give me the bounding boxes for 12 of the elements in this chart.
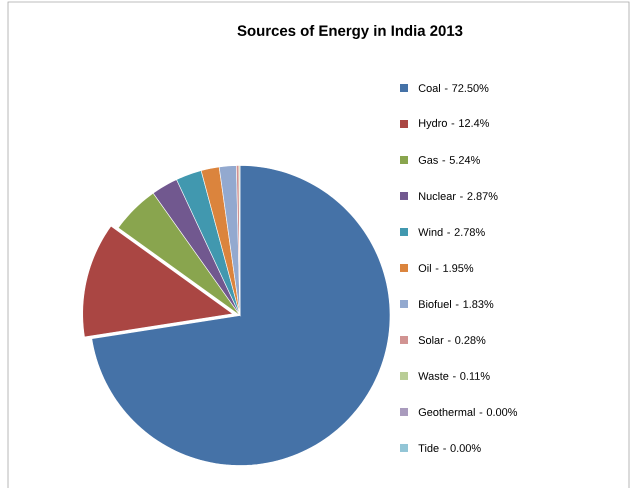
legend-label: Biofuel - 1.83% bbox=[419, 300, 494, 308]
legend-label: Geothermal - 0.00% bbox=[418, 408, 518, 416]
legend-label: Coal - 72.50% bbox=[418, 84, 488, 92]
chart-title: Sources of Energy in India 2013 bbox=[237, 24, 462, 39]
legend-label: Wind - 2.78% bbox=[418, 228, 485, 236]
legend-label: Solar - 0.28% bbox=[418, 336, 486, 344]
legend-label: Waste - 0.11% bbox=[418, 372, 490, 380]
legend-label: Nuclear - 2.87% bbox=[419, 192, 498, 200]
legend-label: Oil - 1.95% bbox=[418, 264, 474, 272]
legend-label: Tide - 0.00% bbox=[418, 444, 481, 452]
legend-label: Gas - 5.24% bbox=[418, 156, 480, 164]
legend-label: Hydro - 12.4% bbox=[419, 118, 490, 130]
